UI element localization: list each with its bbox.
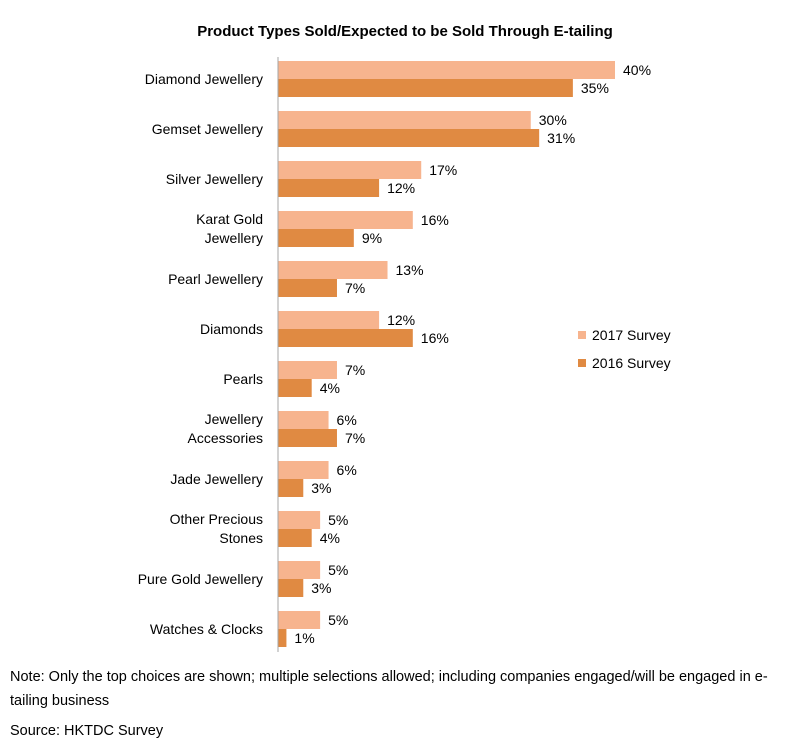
category-label: Other Precious [170,511,263,527]
bar-2016-survey [278,379,312,397]
bar-2016-survey [278,279,337,297]
bar-2016-survey [278,79,573,97]
data-label: 3% [311,480,331,496]
legend-label: 2017 Survey [592,327,671,343]
data-label: 7% [345,362,365,378]
category-label: Watches & Clocks [150,621,263,637]
legend-swatch [578,331,586,339]
category-label: Silver Jewellery [166,171,263,187]
data-label: 12% [387,312,415,328]
data-label: 6% [337,462,357,478]
data-label: 30% [539,112,567,128]
category-labels: Diamond Jewellery Gemset Jewellery Silver … [138,71,263,637]
category-label: Jewellery [205,230,263,246]
bar-2017-survey [278,211,413,229]
bars [278,61,615,647]
data-label: 16% [421,212,449,228]
category-label: Jade Jewellery [170,471,263,487]
bar-2016-survey [278,229,354,247]
chart-title: Product Types Sold/Expected to be Sold T… [197,23,613,40]
legend-swatch [578,359,586,367]
bar-2017-survey [278,161,422,179]
data-label: 12% [387,180,415,196]
data-label: 7% [345,430,365,446]
category-label: Stones [219,530,263,546]
data-label: 17% [429,162,457,178]
bar-2016-survey [278,429,337,447]
legend-label: 2016 Survey [592,355,671,371]
category-label: Pure Gold Jewellery [138,571,263,587]
bar-2016-survey [278,479,304,497]
data-label: 31% [547,130,575,146]
bar-2016-survey [278,329,413,347]
chart-source: Source: HKTDC Survey [10,723,164,739]
data-label: 35% [581,80,609,96]
data-label: 9% [362,230,382,246]
bar-2017-survey [278,311,380,329]
bar-2016-survey [278,629,287,647]
bar-2017-survey [278,611,321,629]
bar-2017-survey [278,261,388,279]
category-label: Diamonds [200,321,263,337]
data-label: 13% [396,262,424,278]
data-label: 5% [328,562,348,578]
chart-note: Note: Only the top choices are shown; mu… [10,669,768,709]
data-label: 16% [421,330,449,346]
data-label: 4% [320,530,340,546]
bar-2016-survey [278,579,304,597]
legend: 2017 Survey 2016 Survey [578,327,671,371]
bar-2017-survey [278,561,321,579]
category-label: Karat Gold [196,211,263,227]
category-label: Diamond Jewellery [145,71,263,87]
bar-2017-survey [278,361,337,379]
bar-2016-survey [278,129,540,147]
data-label: 3% [311,580,331,596]
bar-2017-survey [278,511,321,529]
bar-2016-survey [278,529,312,547]
data-label: 5% [328,512,348,528]
category-label: Pearl Jewellery [168,271,263,287]
category-label: Accessories [188,430,263,446]
category-label: Pearls [223,371,263,387]
bar-chart: Product Types Sold/Expected to be Sold T… [138,23,671,652]
category-label: Jewellery [205,411,263,427]
data-label: 7% [345,280,365,296]
data-label: 6% [337,412,357,428]
bar-2017-survey [278,461,329,479]
data-label: 40% [623,62,651,78]
data-label: 5% [328,612,348,628]
bar-2017-survey [278,61,615,79]
data-label: 4% [320,380,340,396]
data-label: 1% [294,630,314,646]
bar-2017-survey [278,111,531,129]
bar-2016-survey [278,179,380,197]
bar-2017-survey [278,411,329,429]
data-labels: 40% 35% 30% 31% 17% 12% 16% 9% 13% 7% 12% 16% 7% 4% 6%… [294,62,651,646]
category-label: Gemset Jewellery [152,121,263,137]
